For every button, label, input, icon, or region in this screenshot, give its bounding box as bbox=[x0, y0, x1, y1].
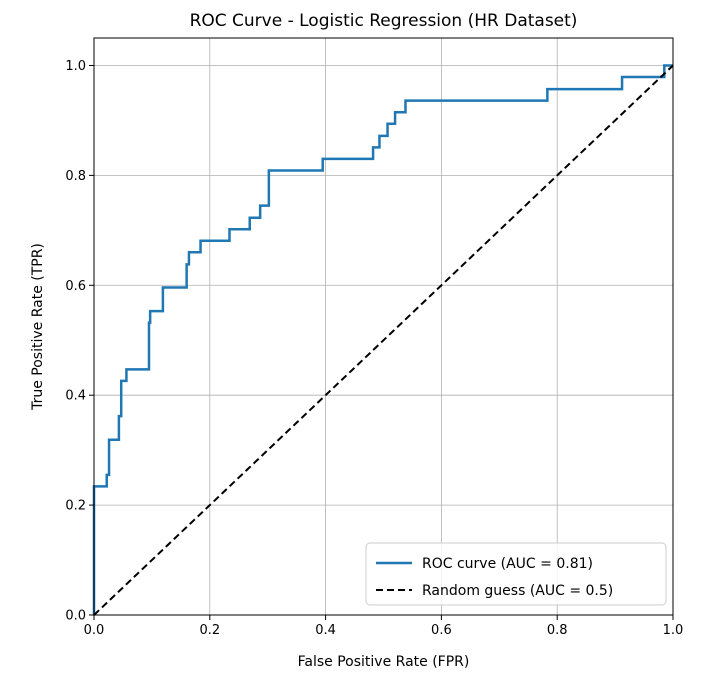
random-guess-line bbox=[93, 64, 674, 616]
axis-ticks: 0.0 0.2 0.4 0.6 0.8 1.0 0.0 0.2 0.4 0.6 0.8 1.0 bbox=[65, 59, 683, 638]
x-tick-label: 0.0 bbox=[84, 623, 105, 638]
x-tick-label: 1.0 bbox=[663, 623, 684, 638]
x-tick-label: 0.8 bbox=[547, 623, 568, 638]
y-tick-label: 0.2 bbox=[65, 499, 86, 514]
legend-label-roc: ROC curve (AUC = 0.81) bbox=[422, 556, 593, 572]
grid-lines bbox=[93, 38, 674, 616]
y-tick-label: 0.8 bbox=[65, 169, 86, 184]
chart-title: ROC Curve - Logistic Regression (HR Data… bbox=[190, 11, 578, 31]
y-tick-label: 0.4 bbox=[65, 389, 86, 404]
legend: ROC curve (AUC = 0.81) Random guess (AUC… bbox=[365, 542, 667, 606]
y-tick-label: 0.0 bbox=[65, 609, 86, 624]
y-tick-label: 0.6 bbox=[65, 279, 86, 294]
plot-series bbox=[92, 64, 674, 616]
x-tick-label: 0.4 bbox=[315, 623, 336, 638]
legend-label-random: Random guess (AUC = 0.5) bbox=[422, 583, 613, 599]
legend-box bbox=[365, 542, 667, 606]
y-tick-label: 1.0 bbox=[65, 59, 86, 74]
roc-curve-line bbox=[92, 64, 673, 615]
plot-frame bbox=[93, 37, 674, 616]
x-tick-label: 0.6 bbox=[431, 623, 452, 638]
y-axis-label: True Positive Rate (TPR) bbox=[30, 243, 46, 411]
x-axis-label: False Positive Rate (FPR) bbox=[298, 654, 470, 670]
x-tick-label: 0.2 bbox=[199, 623, 220, 638]
